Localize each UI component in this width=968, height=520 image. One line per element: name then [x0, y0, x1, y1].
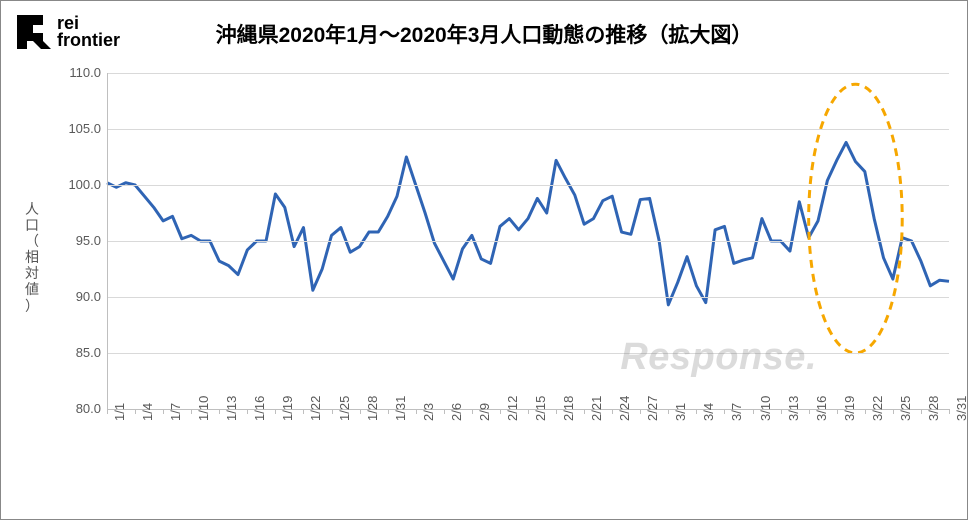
x-tick-label: 2/15	[533, 396, 548, 421]
gridline	[107, 185, 949, 186]
x-tick-label: 3/4	[701, 403, 716, 421]
x-tick-label: 3/13	[786, 396, 801, 421]
x-tick-label: 2/27	[645, 396, 660, 421]
gridline	[107, 73, 949, 74]
chart-frame: rei frontier 沖縄県2020年1月～2020年3月人口動態の推移（拡…	[0, 0, 968, 520]
gridline	[107, 129, 949, 130]
x-tick-label: 1/28	[365, 396, 380, 421]
x-tick-label: 1/19	[280, 396, 295, 421]
y-tick-label: 105.0	[53, 121, 101, 136]
chart-title: 沖縄県2020年1月～2020年3月人口動態の推移（拡大図）	[1, 19, 967, 49]
x-tick-label: 2/18	[561, 396, 576, 421]
x-tick-label: 3/16	[814, 396, 829, 421]
x-tick-label: 1/31	[393, 396, 408, 421]
x-tick-label: 2/9	[477, 403, 492, 421]
x-tick-label: 2/3	[421, 403, 436, 421]
x-tick-label: 1/1	[112, 403, 127, 421]
y-tick-label: 95.0	[53, 233, 101, 248]
plot-area: 80.085.090.095.0100.0105.0110.01/11/41/7…	[107, 73, 949, 409]
chart-area: 80.085.090.095.0100.0105.0110.01/11/41/7…	[61, 73, 949, 493]
x-tick-label: 1/25	[337, 396, 352, 421]
x-tick-label: 3/22	[870, 396, 885, 421]
y-tick-label: 80.0	[53, 401, 101, 416]
y-tick-label: 90.0	[53, 289, 101, 304]
y-tick-label: 100.0	[53, 177, 101, 192]
x-tick-label: 3/1	[673, 403, 688, 421]
x-tick-label: 2/6	[449, 403, 464, 421]
gridline	[107, 353, 949, 354]
x-tick-label: 1/16	[252, 396, 267, 421]
x-tick-label: 1/7	[168, 403, 183, 421]
highlight-ellipse	[809, 84, 903, 353]
x-tick-label: 1/22	[308, 396, 323, 421]
gridline	[107, 241, 949, 242]
x-tick-label: 3/7	[729, 403, 744, 421]
x-tick-label: 1/4	[140, 403, 155, 421]
x-tick-label: 3/31	[954, 396, 968, 421]
x-tick-label: 2/21	[589, 396, 604, 421]
y-tick-label: 110.0	[53, 65, 101, 80]
y-tick-label: 85.0	[53, 345, 101, 360]
x-tick-label: 3/28	[926, 396, 941, 421]
x-tick-label: 2/24	[617, 396, 632, 421]
x-tick-label: 1/13	[224, 396, 239, 421]
x-tick-label: 3/19	[842, 396, 857, 421]
x-tick-label: 2/12	[505, 396, 520, 421]
y-axis-label: 人口（相対値）	[25, 201, 39, 314]
gridline	[107, 297, 949, 298]
x-tick-label: 3/25	[898, 396, 913, 421]
x-tick-label: 1/10	[196, 396, 211, 421]
x-tick-label: 3/10	[758, 396, 773, 421]
data-line	[107, 142, 949, 304]
